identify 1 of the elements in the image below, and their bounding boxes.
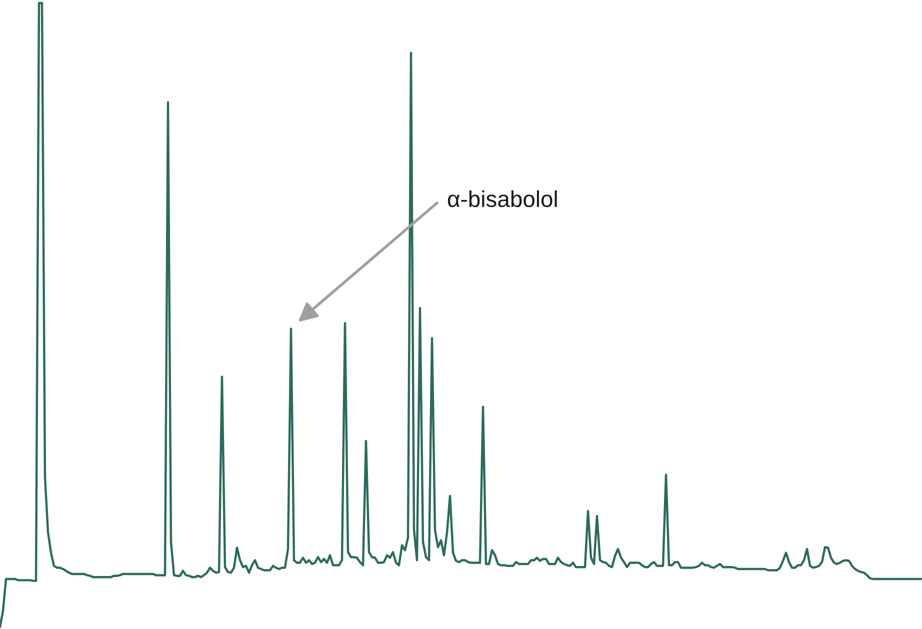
annotation: α-bisabolol <box>448 190 557 208</box>
